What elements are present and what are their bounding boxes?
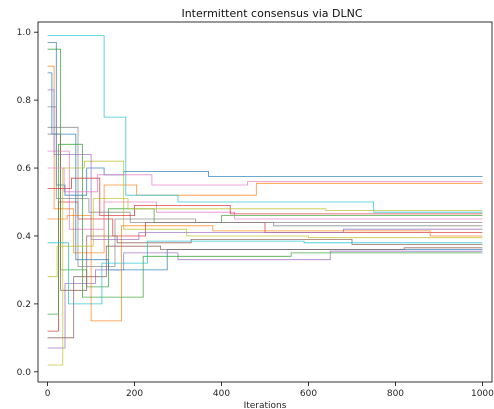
x-tick-label: 600: [300, 389, 317, 399]
axes-frame: [37, 21, 493, 383]
series-line-1: [47, 42, 483, 196]
series-line-20: [47, 240, 483, 305]
series-line-17: [47, 167, 483, 193]
x-tick-label: 800: [387, 389, 404, 399]
series-line-8: [47, 106, 483, 227]
y-tick-label: 0.8: [17, 96, 32, 106]
series-line-16: [47, 245, 483, 339]
y-tick-label: 0.2: [17, 300, 31, 310]
x-tick-label: 400: [213, 389, 230, 399]
x-tick-label: 200: [126, 389, 143, 399]
series-line-7: [47, 150, 483, 230]
series-line-10: [47, 35, 483, 213]
series-line-9: [47, 160, 483, 366]
series-line-12: [47, 215, 483, 322]
series-line-11: [47, 72, 483, 271]
y-tick-label: 0.6: [17, 164, 32, 174]
y-tick-label: 0.4: [17, 232, 32, 242]
series-line-5: [47, 250, 483, 349]
y-tick-label: 0.0: [17, 368, 32, 378]
series-lines: [47, 35, 483, 366]
x-axis-label: Iterations: [244, 401, 287, 409]
x-tick-label: 0: [45, 389, 51, 399]
series-line-18: [47, 126, 483, 267]
series-line-13: [47, 143, 483, 315]
series-line-19: [47, 198, 483, 278]
axes: 0 200 400 600 800 1000 0.0 0.2 0.4 0.6 0.8 1.0: [17, 21, 494, 399]
series-line-14: [47, 177, 483, 217]
chart-title: Intermittent consensus via DLNC: [181, 7, 362, 20]
x-tick-label: 1000: [471, 389, 494, 399]
y-tick-label: 1.0: [17, 28, 32, 38]
